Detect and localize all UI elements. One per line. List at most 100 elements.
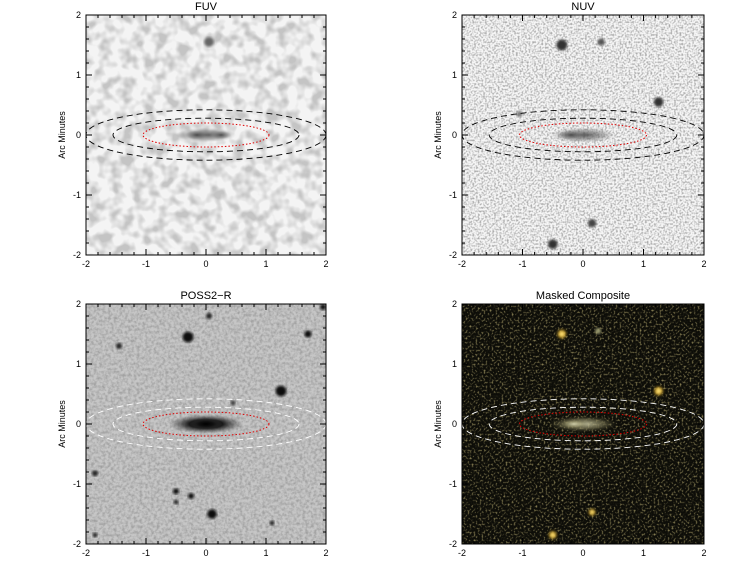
x-tick-label: -2	[458, 259, 466, 269]
y-axis-label: Arc Minutes	[57, 111, 67, 159]
axis-ticks	[85, 303, 327, 545]
y-tick-label: 1	[76, 359, 81, 369]
star-source	[320, 304, 326, 310]
x-tick-label: 2	[323, 259, 328, 269]
star-source	[188, 493, 194, 499]
panel-image	[86, 15, 326, 255]
x-tick-label: -1	[142, 259, 150, 269]
star-source	[547, 530, 558, 540]
axis-ticks	[85, 14, 327, 256]
galaxy-blob	[557, 130, 585, 140]
y-tick-label: 0	[76, 419, 81, 429]
star-source	[516, 110, 523, 118]
x-tick-label: -2	[458, 548, 466, 558]
y-axis-label: Arc Minutes	[433, 400, 443, 448]
x-tick-label: 1	[641, 548, 646, 558]
panel-title: Masked Composite	[536, 290, 630, 302]
galaxy-blob	[560, 419, 588, 429]
y-tick-label: -2	[449, 250, 457, 260]
star-source	[173, 488, 179, 495]
x-tick-label: 2	[701, 548, 706, 558]
y-tick-label: 2	[452, 299, 457, 309]
star-source	[206, 313, 212, 319]
star-source	[304, 330, 312, 338]
x-tick-label: -1	[142, 548, 150, 558]
y-tick-label: -1	[73, 190, 81, 200]
x-tick-label: 1	[263, 548, 268, 558]
panel-poss2r: POSS2−R -2 -1 0 1 2 2 1 0 -1 -2 Arc Minutes	[57, 290, 329, 558]
x-tick-label: 2	[323, 548, 328, 558]
x-tick-label: 1	[641, 259, 646, 269]
panel-composite: Masked Composite -2 -1 0 1 2 2 1 0 -1 -2 Arc Minute…	[433, 290, 707, 558]
x-tick-label: 0	[203, 259, 208, 269]
y-axis-label: Arc Minutes	[57, 400, 67, 448]
y-tick-label: -1	[449, 190, 457, 200]
x-tick-label: 0	[203, 548, 208, 558]
panel-image	[462, 304, 704, 544]
galaxy-blob	[185, 130, 209, 140]
panel-nuv: NUV -2 -1 0 1 2 2 1 0 -1 -2 Arc Minutes	[433, 1, 707, 269]
panel-image	[462, 15, 704, 255]
star-source	[173, 499, 179, 505]
y-tick-label: 0	[76, 130, 81, 140]
star-source	[204, 37, 214, 47]
star-source	[230, 400, 236, 406]
star-source	[653, 385, 665, 397]
x-tick-label: 0	[580, 259, 585, 269]
red-dotted-ellipse	[142, 122, 270, 148]
star-source	[547, 239, 558, 250]
x-tick-label: 2	[701, 259, 706, 269]
star-source	[556, 328, 568, 340]
axis-ticks	[461, 303, 705, 545]
galaxy-blob	[189, 418, 223, 430]
panel-title: NUV	[571, 1, 595, 13]
panel-title: POSS2−R	[180, 290, 231, 302]
axis-ticks	[461, 14, 705, 256]
star-source	[587, 218, 597, 228]
x-tick-label: -1	[518, 548, 526, 558]
y-tick-label: -1	[449, 479, 457, 489]
y-tick-label: -2	[449, 539, 457, 549]
inner-dashed-ellipse	[112, 117, 300, 153]
y-tick-label: -2	[73, 539, 81, 549]
star-source	[653, 97, 664, 107]
red-dotted-ellipse	[142, 411, 270, 437]
x-tick-label: 0	[580, 548, 585, 558]
outer-dashed-ellipse	[462, 398, 704, 450]
y-tick-label: 1	[452, 70, 457, 80]
x-tick-label: 1	[263, 259, 268, 269]
star-source	[595, 327, 602, 335]
y-tick-label: 2	[76, 10, 81, 20]
y-tick-label: 0	[452, 130, 457, 140]
star-source	[116, 343, 122, 349]
star-source	[587, 507, 597, 517]
y-tick-label: 0	[452, 419, 457, 429]
inner-dashed-ellipse	[112, 406, 300, 442]
red-dotted-ellipse	[518, 122, 648, 148]
inner-dashed-ellipse	[488, 117, 678, 153]
star-source	[92, 532, 98, 538]
y-tick-label: -2	[73, 250, 81, 260]
star-source	[207, 509, 217, 519]
y-tick-label: 1	[452, 359, 457, 369]
outer-dashed-ellipse	[462, 109, 704, 161]
star-source	[597, 38, 605, 46]
star-source	[182, 331, 194, 343]
x-tick-label: -2	[82, 548, 90, 558]
y-tick-label: 2	[76, 299, 81, 309]
panel-image	[86, 304, 326, 544]
y-tick-label: -1	[73, 479, 81, 489]
panel-title: FUV	[195, 1, 218, 13]
star-source	[92, 470, 98, 477]
star-source	[275, 385, 287, 397]
panel-fuv: FUV -2 -1 0 1 2 2 1 0 -1 -2 Arc Minutes	[57, 1, 329, 269]
star-source	[556, 39, 568, 51]
star-source	[269, 520, 275, 526]
x-tick-label: -2	[82, 259, 90, 269]
inner-dashed-ellipse	[488, 406, 678, 442]
x-tick-label: -1	[518, 259, 526, 269]
galaxy-blob	[210, 130, 232, 140]
y-tick-label: 2	[452, 10, 457, 20]
y-axis-label: Arc Minutes	[433, 111, 443, 159]
